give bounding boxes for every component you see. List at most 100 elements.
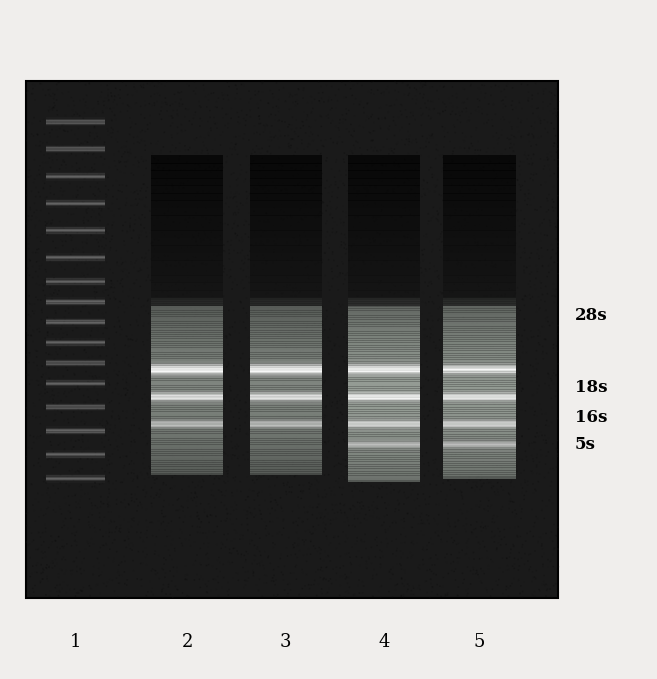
Point <box>31 412 41 423</box>
Point <box>118 281 128 292</box>
Point <box>125 333 135 344</box>
Point <box>466 194 477 205</box>
Point <box>549 519 559 530</box>
Point <box>258 86 268 97</box>
Point <box>495 370 505 381</box>
Point <box>157 287 168 297</box>
Point <box>299 107 309 117</box>
Point <box>298 269 309 280</box>
Point <box>94 231 104 242</box>
Point <box>332 500 342 511</box>
Point <box>173 257 184 268</box>
Point <box>283 138 294 149</box>
Point <box>273 165 283 176</box>
Point <box>204 162 215 172</box>
Point <box>53 390 63 401</box>
Point <box>45 436 56 447</box>
Point <box>174 533 185 544</box>
Point <box>241 428 252 439</box>
Point <box>445 479 456 490</box>
Point <box>426 96 436 107</box>
Point <box>446 369 457 380</box>
Point <box>510 288 520 299</box>
Point <box>384 398 395 409</box>
Point <box>297 329 307 340</box>
Point <box>512 371 522 382</box>
Point <box>197 451 208 462</box>
Point <box>528 149 539 160</box>
Point <box>461 107 472 117</box>
Point <box>163 462 173 473</box>
Point <box>448 356 459 367</box>
Point <box>315 553 326 564</box>
Point <box>489 143 499 153</box>
Point <box>82 228 93 239</box>
Point <box>369 496 379 507</box>
Point <box>524 424 534 435</box>
Point <box>398 203 409 214</box>
Point <box>474 179 484 189</box>
Point <box>181 333 191 344</box>
Point <box>109 339 120 350</box>
Point <box>32 278 42 289</box>
Point <box>247 380 258 390</box>
FancyBboxPatch shape <box>250 331 322 334</box>
Point <box>548 454 558 464</box>
Point <box>208 438 219 449</box>
Point <box>200 213 211 224</box>
Point <box>256 95 266 106</box>
Point <box>115 278 125 289</box>
Point <box>378 381 388 392</box>
Point <box>237 235 248 246</box>
Point <box>313 300 324 311</box>
Point <box>174 98 185 109</box>
Point <box>171 584 182 595</box>
Point <box>397 388 407 399</box>
Point <box>272 513 283 524</box>
Point <box>251 325 261 335</box>
Point <box>418 324 428 335</box>
Point <box>215 140 225 151</box>
Point <box>256 556 267 567</box>
Point <box>87 509 97 520</box>
Point <box>24 291 34 302</box>
Point <box>250 422 261 433</box>
Point <box>338 113 349 124</box>
Point <box>35 115 45 126</box>
Point <box>549 581 559 591</box>
Point <box>95 588 105 599</box>
Point <box>190 422 200 433</box>
Point <box>193 511 204 521</box>
Point <box>269 230 280 240</box>
Point <box>276 185 286 196</box>
Point <box>551 462 562 473</box>
Point <box>328 428 339 439</box>
Point <box>108 287 118 297</box>
Point <box>83 215 93 225</box>
Point <box>503 488 514 498</box>
Point <box>315 427 326 438</box>
Point <box>336 392 346 403</box>
Point <box>166 388 177 399</box>
Point <box>483 280 493 291</box>
Point <box>547 536 558 547</box>
Point <box>428 513 439 524</box>
Point <box>250 147 260 158</box>
Point <box>447 149 458 160</box>
Point <box>200 278 210 289</box>
Point <box>254 348 264 359</box>
Point <box>250 90 260 100</box>
Point <box>220 120 231 131</box>
FancyBboxPatch shape <box>151 437 223 440</box>
Point <box>457 410 468 421</box>
Point <box>37 567 48 578</box>
Point <box>98 232 108 242</box>
Point <box>185 313 195 324</box>
Point <box>149 251 160 261</box>
Point <box>245 111 256 122</box>
Point <box>244 367 254 378</box>
Point <box>488 342 499 352</box>
Point <box>298 120 308 131</box>
Point <box>494 158 505 168</box>
Point <box>34 232 45 242</box>
